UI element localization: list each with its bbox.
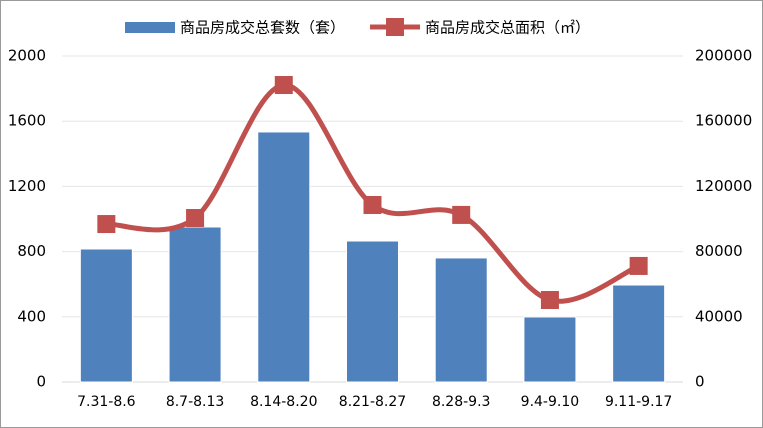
legend-label: 商品房成交总面积（㎡） xyxy=(425,19,590,37)
bar xyxy=(257,131,311,383)
line-marker xyxy=(629,256,648,275)
legend-label: 商品房成交总套数（套） xyxy=(180,19,345,37)
x-tick-label: 7.31-8.6 xyxy=(77,394,136,410)
bar xyxy=(612,284,666,383)
line-marker xyxy=(186,209,205,228)
x-tick-label: 8.14-8.20 xyxy=(250,394,317,410)
x-tick-label: 8.21-8.27 xyxy=(339,394,406,410)
y2-tick-label: 0 xyxy=(695,373,705,391)
line-marker xyxy=(274,76,293,95)
y-tick-label: 800 xyxy=(17,242,46,260)
y2-tick-label: 120000 xyxy=(695,177,752,195)
bar xyxy=(168,226,222,383)
legend-swatch xyxy=(125,22,175,33)
y-tick-label: 2000 xyxy=(8,47,46,65)
x-tick-label: 8.28-9.3 xyxy=(432,394,491,410)
bar xyxy=(346,240,399,383)
y-tick-label: 400 xyxy=(17,307,46,325)
line-marker xyxy=(540,291,559,310)
x-tick-label: 9.11-9.17 xyxy=(605,394,672,410)
y2-tick-label: 160000 xyxy=(695,112,752,130)
line-marker xyxy=(97,215,116,234)
y-tick-label: 1600 xyxy=(8,112,46,130)
line-marker xyxy=(363,195,382,214)
y-tick-label: 0 xyxy=(36,373,46,391)
bar xyxy=(79,248,133,383)
bar xyxy=(523,316,577,383)
y2-tick-label: 80000 xyxy=(695,242,743,260)
y2-tick-label: 40000 xyxy=(695,307,743,325)
x-tick-label: 9.4-9.10 xyxy=(521,394,580,410)
y-tick-label: 1200 xyxy=(8,177,46,195)
y2-tick-label: 200000 xyxy=(695,47,752,65)
bar xyxy=(434,257,488,383)
line-marker xyxy=(452,205,471,224)
legend-swatch xyxy=(386,18,405,36)
x-tick-label: 8.7-8.13 xyxy=(166,394,225,410)
